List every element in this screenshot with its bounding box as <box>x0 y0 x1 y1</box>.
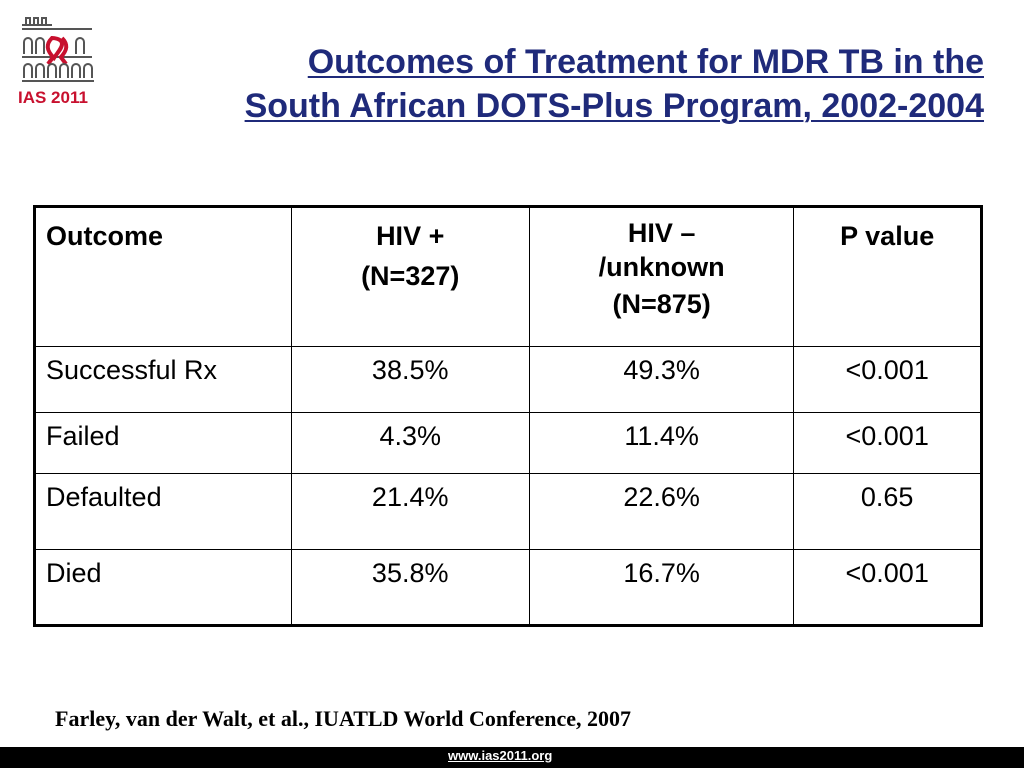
header-outcome-label: Outcome <box>46 221 164 251</box>
citation: Farley, van der Walt, et al., IUATLD Wor… <box>55 706 632 731</box>
cell-outcome: Failed <box>34 412 292 474</box>
header-outcome: Outcome <box>34 206 292 347</box>
header-p-value-label: P value <box>840 221 935 251</box>
colosseum-ribbon-icon <box>22 17 94 82</box>
slide-title-line-2: South African DOTS-Plus Program, 2002-20… <box>244 87 984 125</box>
cell-p-value: <0.001 <box>793 412 982 474</box>
table-header-row: Outcome HIV + (N=327) HIV – /unknown (N=… <box>34 206 982 347</box>
logo-text: IAS 2011 <box>18 88 88 107</box>
header-hiv-negative-label: HIV – <box>627 218 696 248</box>
cell-hiv-positive: 21.4% <box>290 473 530 550</box>
outcomes-table: Outcome HIV + (N=327) HIV – /unknown (N=… <box>33 205 983 627</box>
header-hiv-unknown-label: /unknown <box>598 252 725 282</box>
cell-hiv-negative: 22.6% <box>528 473 795 550</box>
cell-p-value: <0.001 <box>793 549 982 626</box>
table-row: Died 35.8% 16.7% <0.001 <box>34 549 982 626</box>
cell-hiv-positive: 4.3% <box>290 412 530 474</box>
table-row: Successful Rx 38.5% 49.3% <0.001 <box>34 346 982 413</box>
cell-outcome: Defaulted <box>34 473 292 550</box>
header-hiv-negative-unknown: HIV – /unknown (N=875) <box>528 206 795 347</box>
header-p-value: P value <box>793 206 982 347</box>
slide-title: Outcomes of Treatment for MDR TB in the … <box>104 40 984 128</box>
cell-p-value: <0.001 <box>793 346 982 413</box>
cell-hiv-negative: 16.7% <box>528 549 795 626</box>
cell-p-value: 0.65 <box>793 473 982 550</box>
cell-hiv-negative: 11.4% <box>528 412 795 474</box>
footer-website-link[interactable]: www.ias2011.org <box>448 748 553 763</box>
cell-outcome: Successful Rx <box>34 346 292 413</box>
header-hiv-positive: HIV + (N=327) <box>290 206 530 347</box>
cell-hiv-positive: 35.8% <box>290 549 530 626</box>
slide-title-line-1: Outcomes of Treatment for MDR TB in the <box>307 43 984 81</box>
footer-bar: www.ias2011.org <box>0 747 1024 768</box>
cell-hiv-positive: 38.5% <box>290 346 530 413</box>
table-row: Failed 4.3% 11.4% <0.001 <box>34 412 982 474</box>
header-hiv-positive-label: HIV + <box>376 221 445 251</box>
header-hiv-positive-n: (N=327) <box>361 261 460 291</box>
cell-outcome: Died <box>34 549 292 626</box>
ias-2011-logo: IAS 2011 <box>18 12 98 107</box>
cell-hiv-negative: 49.3% <box>528 346 795 413</box>
table-row: Defaulted 21.4% 22.6% 0.65 <box>34 473 982 550</box>
header-hiv-negative-n: (N=875) <box>612 289 711 319</box>
